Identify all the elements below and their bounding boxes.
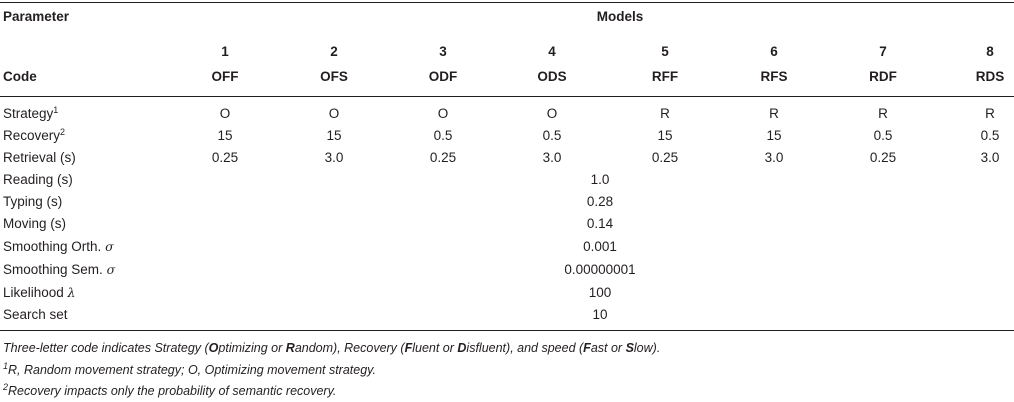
model-code: OFF	[211, 69, 239, 84]
footnote-mark: 1	[3, 361, 9, 371]
table-note: Three-letter code indicates Strategy (Op…	[3, 341, 661, 355]
table-cell-shared: 100	[588, 285, 612, 300]
table-cell: 15	[217, 128, 233, 143]
model-number: 3	[439, 44, 447, 59]
table-row-moving: Moving (s) 0.14	[0, 213, 1014, 235]
model-code: RFS	[760, 69, 788, 84]
model-number: 1	[221, 44, 229, 59]
footnote-mark: 2	[3, 382, 9, 392]
table-row-typing: Typing (s) 0.28	[0, 191, 1014, 213]
row-label: Search set	[3, 307, 68, 322]
row-label: Retrieval (s)	[3, 150, 76, 165]
table-cell: 3.0	[764, 150, 784, 165]
parameter-header: Parameter	[3, 9, 70, 24]
row-label: Smoothing Orth. σ	[3, 239, 114, 254]
table-row-search-set: Search set 10	[0, 304, 1014, 326]
model-code: OFS	[320, 69, 348, 84]
table-cell-shared: 10	[592, 307, 608, 322]
table-row-likelihood: Likelihood λ 100	[0, 282, 1014, 304]
table-row-recovery: Recovery2 15 15 0.5 0.5 15 15 0.5 0.5	[0, 125, 1014, 147]
row-label: Moving (s)	[3, 216, 67, 231]
model-number: 6	[770, 44, 778, 59]
table-cell: 3.0	[980, 150, 1000, 165]
table-cell: R	[985, 106, 995, 121]
footnote-2: 2Recovery impacts only the probability o…	[3, 382, 337, 399]
table-row-reading: Reading (s) 1.0	[0, 169, 1014, 191]
sigma-symbol: σ	[105, 239, 114, 254]
table-cell-shared: 0.001	[583, 239, 617, 254]
table-row-smoothing-sem: Smoothing Sem. σ 0.00000001	[0, 259, 1014, 281]
table-cell: 15	[766, 128, 782, 143]
model-code: ODS	[537, 69, 567, 84]
table-cell: R	[878, 106, 888, 121]
model-code: RFF	[651, 69, 679, 84]
footnote-mark: 1	[53, 105, 59, 115]
table-cell-shared: 0.00000001	[564, 262, 636, 277]
table-cell: 0.25	[211, 150, 239, 165]
table-cell: 0.25	[429, 150, 457, 165]
table-cell: O	[328, 106, 340, 121]
top-rule	[0, 2, 1014, 3]
table-cell-shared: 0.28	[586, 194, 614, 209]
row-label: Strategy1	[3, 105, 59, 122]
model-code: RDS	[975, 69, 1005, 84]
table-cell: 0.25	[869, 150, 897, 165]
table-cell: O	[546, 106, 558, 121]
table-cell: 0.5	[980, 128, 1000, 143]
table-cell: 15	[657, 128, 673, 143]
table-cell: O	[437, 106, 449, 121]
lambda-symbol: λ	[67, 285, 76, 300]
header-rule	[0, 96, 1014, 97]
table-cell: 0.25	[651, 150, 679, 165]
table-cell: 3.0	[542, 150, 562, 165]
bottom-rule	[0, 330, 1014, 331]
model-number: 4	[548, 44, 556, 59]
row-label: Likelihood λ	[3, 285, 76, 300]
footnote-mark: 2	[60, 127, 66, 137]
row-label: Typing (s)	[3, 194, 63, 209]
table-cell-shared: 1.0	[590, 172, 610, 187]
table-cell: 0.5	[433, 128, 453, 143]
table-cell: 3.0	[324, 150, 344, 165]
table-cell: 15	[326, 128, 342, 143]
table-cell: R	[769, 106, 779, 121]
row-label: Smoothing Sem. σ	[3, 262, 116, 277]
table-row-retrieval: Retrieval (s) 0.25 3.0 0.25 3.0 0.25 3.0…	[0, 147, 1014, 169]
code-header: Code	[3, 69, 37, 84]
row-label: Reading (s)	[3, 172, 73, 187]
table-cell: R	[660, 106, 670, 121]
model-number: 7	[879, 44, 887, 59]
model-code: RDF	[869, 69, 897, 84]
table-cell-shared: 0.14	[586, 216, 614, 231]
sigma-symbol: σ	[106, 262, 116, 277]
model-code: ODF	[428, 69, 458, 84]
table-row-strategy: Strategy1 O O O O R R R R	[0, 103, 1014, 125]
table-cell: 0.5	[542, 128, 562, 143]
model-number: 8	[986, 44, 994, 59]
table-cell: O	[219, 106, 231, 121]
row-label: Recovery2	[3, 127, 66, 144]
model-number: 2	[330, 44, 338, 59]
model-number: 5	[661, 44, 669, 59]
table-row-smoothing-orth: Smoothing Orth. σ 0.001	[0, 236, 1014, 258]
table-cell: 0.5	[873, 128, 893, 143]
models-header: Models	[596, 9, 644, 24]
footnote-1: 1R, Random movement strategy; O, Optimiz…	[3, 361, 376, 378]
